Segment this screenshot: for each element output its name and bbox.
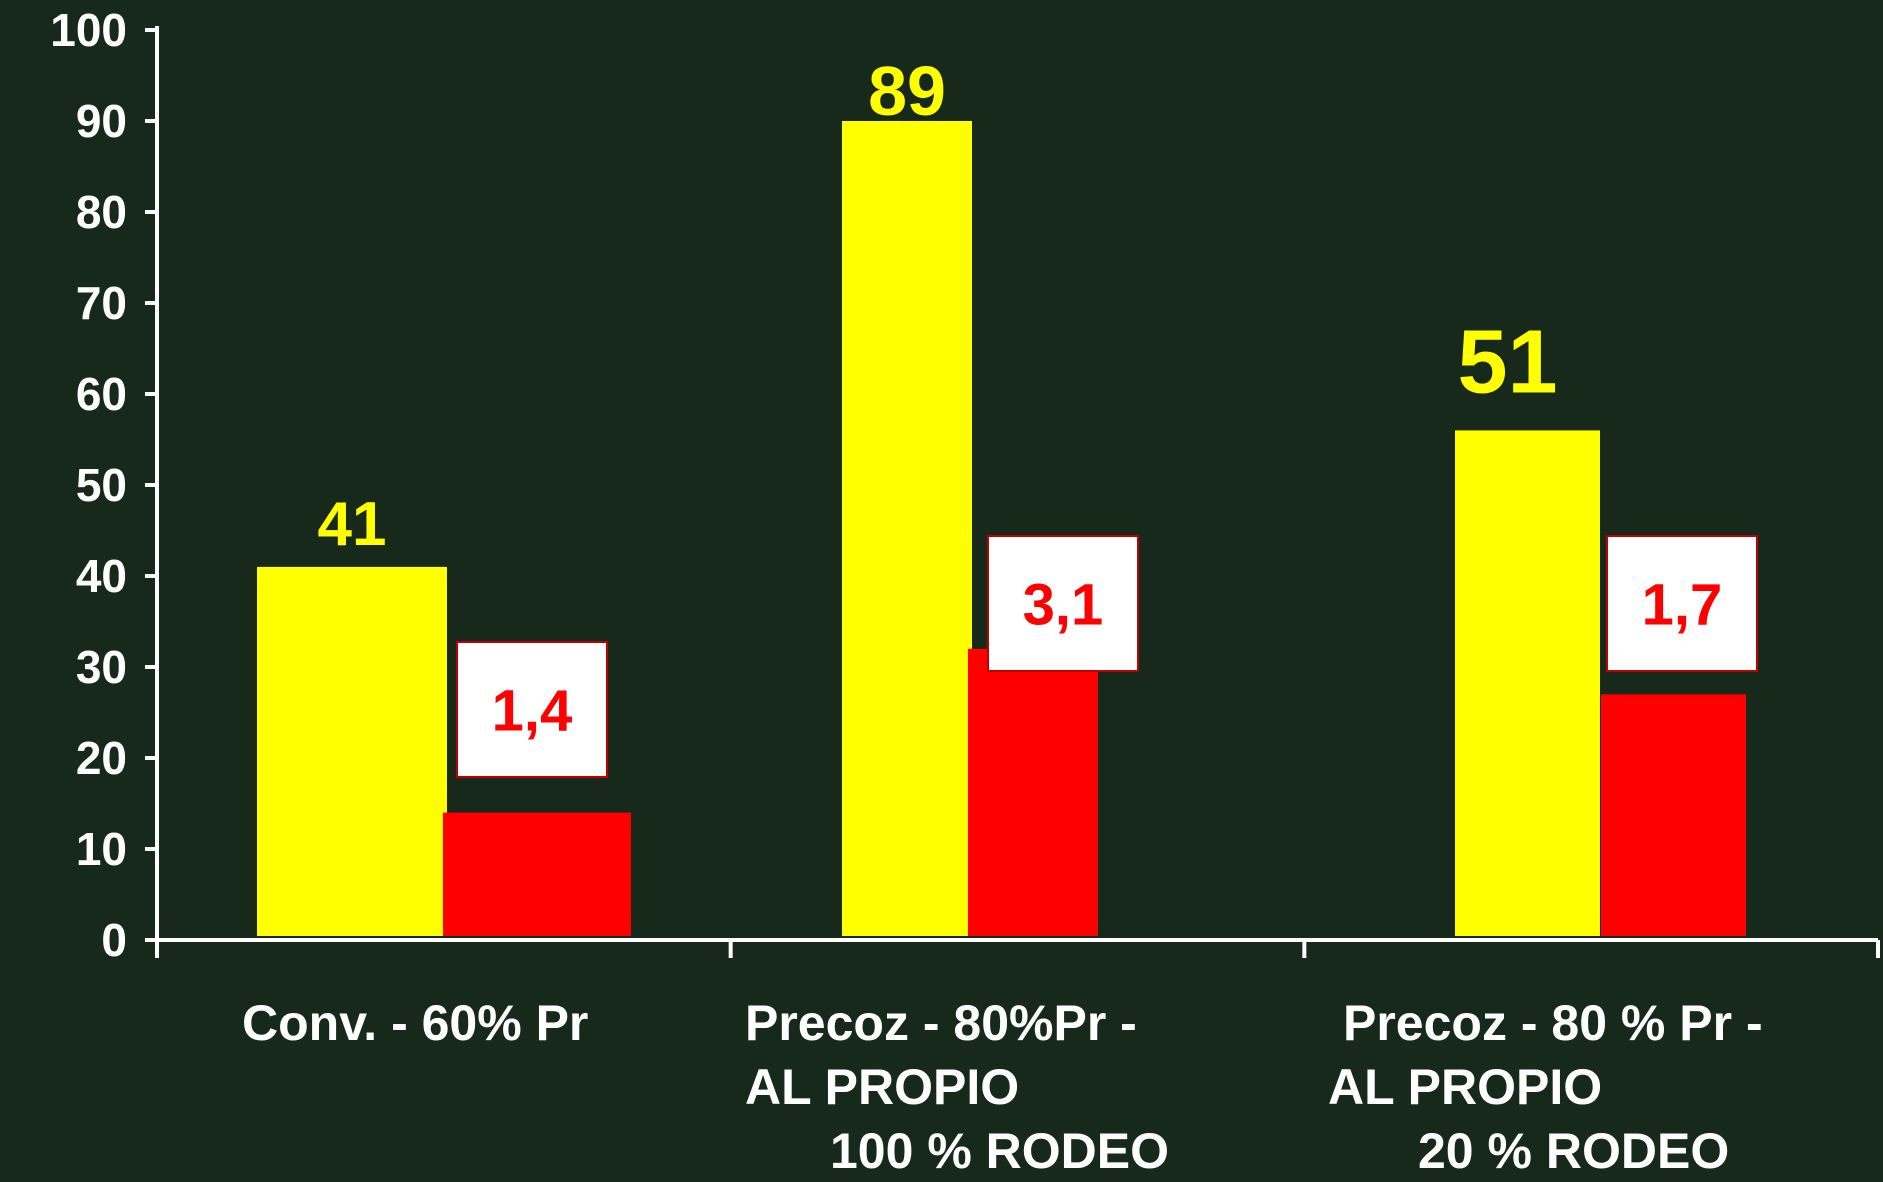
- data-label-yellow: 89: [868, 52, 946, 130]
- y-tick-label: 60: [76, 368, 127, 420]
- y-tick-label: 90: [76, 95, 127, 147]
- y-tick-label: 20: [76, 732, 127, 784]
- y-tick-label: 0: [101, 914, 127, 966]
- data-label-box-red: [987, 535, 1139, 672]
- x-category-label: AL PROPIO: [745, 1059, 1019, 1115]
- bar-yellow: [842, 121, 972, 936]
- y-tick-label: 50: [76, 459, 127, 511]
- data-label-box-red: [1606, 535, 1758, 672]
- bar-yellow: [257, 566, 447, 936]
- bar-red: [1601, 694, 1746, 936]
- y-tick-label: 30: [76, 641, 127, 693]
- y-tick-label: 70: [76, 277, 127, 329]
- data-label-red: 1,7: [1642, 573, 1723, 638]
- data-label-red: 3,1: [1023, 573, 1104, 638]
- y-tick-label: 10: [76, 823, 127, 875]
- data-label-box-red: [456, 641, 608, 778]
- x-category-label: 20 % RODEO: [1418, 1123, 1729, 1179]
- bar-red: [443, 812, 631, 936]
- x-category-label: 100 % RODEO: [830, 1123, 1169, 1179]
- x-category-label: Conv. - 60% Pr: [242, 995, 588, 1051]
- bar-red: [968, 648, 1098, 936]
- y-tick-label: 80: [76, 186, 127, 238]
- y-tick-label: 40: [76, 550, 127, 602]
- data-label-yellow: 41: [318, 490, 387, 559]
- x-category-label: Precoz - 80%Pr -: [745, 995, 1137, 1051]
- x-category-label: Precoz - 80 % Pr -: [1343, 995, 1763, 1051]
- data-label-red: 1,4: [492, 679, 573, 744]
- bar-yellow: [1455, 430, 1600, 936]
- y-tick-label: 100: [50, 4, 127, 56]
- data-label-yellow: 51: [1457, 312, 1557, 412]
- x-category-label: AL PROPIO: [1328, 1059, 1602, 1115]
